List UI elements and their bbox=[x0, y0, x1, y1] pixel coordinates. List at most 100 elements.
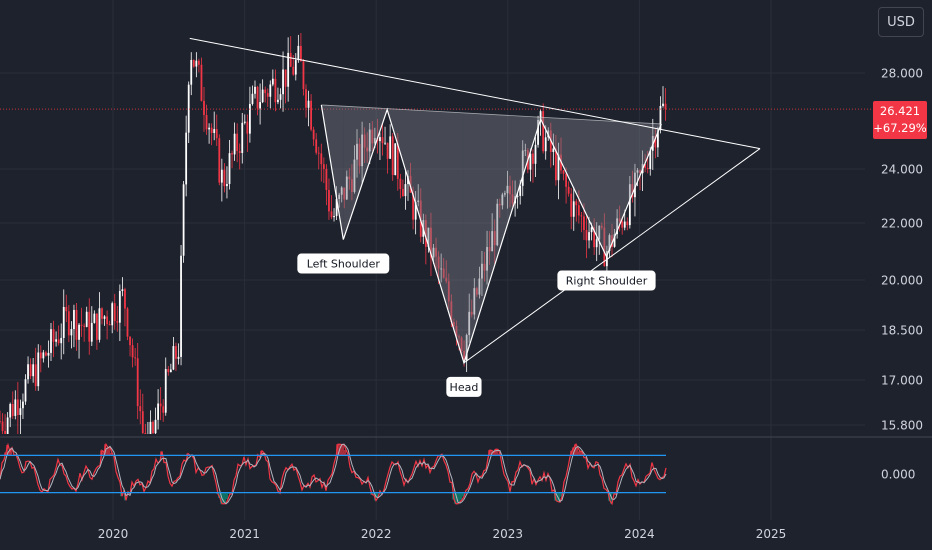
oversold-fill bbox=[460, 492, 462, 500]
candle-body bbox=[657, 129, 659, 148]
oversold-fill bbox=[220, 492, 222, 504]
candle-body bbox=[646, 167, 649, 169]
label-head-box[interactable] bbox=[446, 376, 482, 397]
candle-body bbox=[157, 403, 159, 420]
candle-body bbox=[57, 339, 60, 344]
overbought-fill bbox=[100, 450, 102, 456]
overbought-fill bbox=[108, 447, 110, 456]
label-right-shoulder[interactable]: Right Shoulder bbox=[566, 275, 648, 288]
label-right-shoulder-box[interactable] bbox=[557, 270, 656, 291]
candle-body bbox=[322, 164, 325, 169]
candle-body bbox=[177, 356, 180, 359]
candle-body bbox=[249, 103, 251, 134]
price-tick-label: 15.800 bbox=[881, 419, 923, 433]
candle-body bbox=[389, 136, 392, 159]
candle-body bbox=[468, 311, 471, 336]
candle-body bbox=[93, 313, 96, 323]
overbought-fill bbox=[110, 452, 112, 456]
neckline[interactable] bbox=[321, 104, 662, 125]
candle-body bbox=[616, 218, 618, 235]
candle-body bbox=[628, 184, 631, 226]
candle-body bbox=[460, 337, 463, 351]
label-left-shoulder-box[interactable] bbox=[297, 253, 390, 274]
candle-body bbox=[152, 421, 154, 434]
candle-body bbox=[542, 111, 545, 152]
candle-body bbox=[343, 187, 346, 200]
candle-body bbox=[96, 313, 98, 340]
candle-body bbox=[435, 247, 437, 257]
candle-body bbox=[302, 61, 305, 90]
candle-body bbox=[175, 346, 177, 359]
candle-body bbox=[511, 194, 514, 204]
overbought-fill bbox=[10, 447, 12, 456]
candle-body bbox=[606, 251, 608, 267]
candle-body bbox=[338, 194, 341, 200]
candle-body bbox=[27, 364, 29, 380]
candle-body bbox=[351, 179, 353, 192]
label-left-shoulder[interactable]: Left Shoulder bbox=[307, 258, 381, 271]
candle-body bbox=[218, 138, 221, 183]
candle-body bbox=[414, 201, 417, 220]
candle-body bbox=[539, 111, 542, 120]
candle-body bbox=[88, 311, 91, 342]
candle-body bbox=[363, 134, 366, 148]
candle-body bbox=[126, 308, 129, 337]
time-tick-label: 2020 bbox=[98, 527, 129, 541]
candle-body bbox=[353, 159, 356, 192]
candle-body bbox=[496, 203, 499, 246]
candle-body bbox=[136, 358, 139, 407]
currency-button[interactable]: USD bbox=[878, 7, 924, 37]
candle-body bbox=[493, 231, 496, 246]
candle-body bbox=[509, 185, 511, 195]
candle-body bbox=[37, 352, 40, 387]
candle-body bbox=[159, 403, 162, 407]
candle-body bbox=[70, 329, 73, 336]
triangle-lower-line[interactable] bbox=[463, 148, 761, 364]
candle-body bbox=[164, 369, 167, 413]
oscillator-pane bbox=[0, 436, 932, 506]
overbought-fill bbox=[340, 444, 342, 456]
candle-body bbox=[649, 150, 652, 169]
candle-body bbox=[243, 121, 246, 123]
candle-body bbox=[297, 45, 300, 61]
candle-body bbox=[60, 337, 63, 344]
candle-body bbox=[205, 114, 208, 130]
candle-body bbox=[623, 221, 626, 228]
triangle-upper-line[interactable] bbox=[189, 37, 761, 150]
candle-body bbox=[506, 185, 509, 194]
candle-body bbox=[519, 185, 522, 196]
overbought-fill bbox=[572, 447, 574, 456]
candle-body bbox=[501, 194, 504, 206]
candle-body bbox=[532, 153, 534, 164]
candle-body bbox=[368, 129, 371, 152]
candle-body bbox=[121, 289, 124, 291]
price-tick-label: 17.000 bbox=[881, 374, 923, 388]
time-tick-label: 2025 bbox=[756, 527, 787, 541]
candle-body bbox=[203, 100, 205, 115]
candle-body bbox=[98, 308, 101, 340]
candle-body bbox=[45, 352, 47, 356]
candle-body bbox=[251, 93, 254, 104]
candle-body bbox=[1, 421, 4, 431]
pattern-labels[interactable]: Left Shoulder Head Right Shoulder bbox=[297, 253, 656, 397]
price-tick-label: 28.000 bbox=[881, 67, 923, 81]
candle-body bbox=[394, 143, 397, 176]
candle-body bbox=[187, 84, 190, 133]
candle-body bbox=[475, 288, 478, 295]
candle-body bbox=[259, 102, 261, 109]
candle-body bbox=[200, 64, 203, 101]
candle-body bbox=[14, 399, 17, 416]
price-tick-label: 24.000 bbox=[881, 163, 923, 177]
candle-body bbox=[345, 176, 348, 200]
pattern-drawings[interactable] bbox=[189, 37, 761, 365]
candle-body bbox=[381, 137, 384, 144]
candle-body bbox=[305, 89, 307, 108]
overbought-fill bbox=[102, 452, 104, 456]
label-head[interactable]: Head bbox=[450, 381, 479, 394]
candle-body bbox=[90, 322, 93, 342]
candle-body bbox=[162, 406, 165, 413]
candle-body bbox=[292, 66, 295, 75]
grid bbox=[0, 0, 865, 520]
candle-body bbox=[192, 59, 195, 67]
